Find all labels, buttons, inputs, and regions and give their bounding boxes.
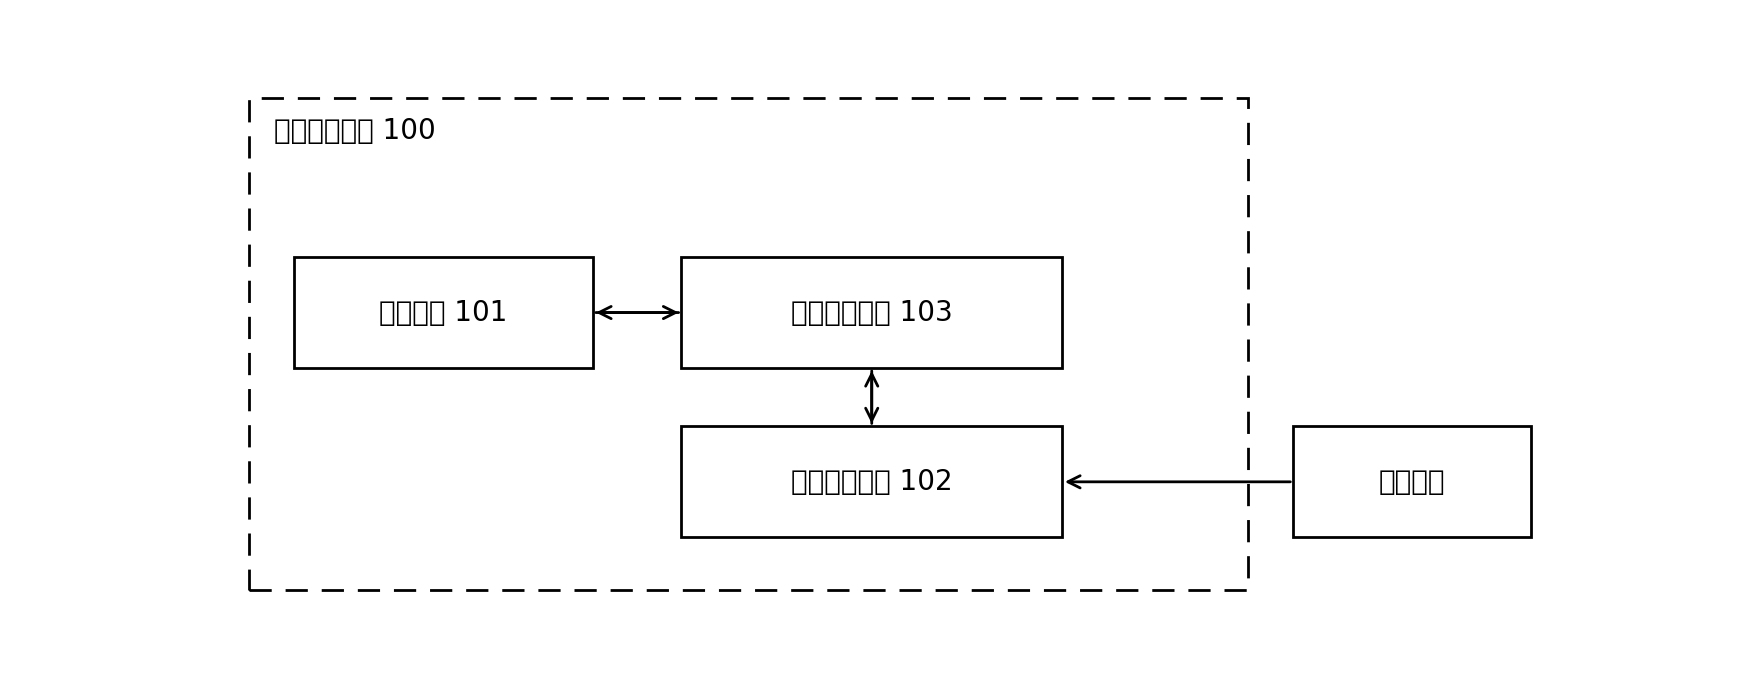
Text: 数据统计模块 102: 数据统计模块 102 xyxy=(791,468,952,496)
Text: 成本分析装置 100: 成本分析装置 100 xyxy=(274,117,435,145)
Bar xyxy=(682,426,1063,537)
Text: 成本分析模块 103: 成本分析模块 103 xyxy=(791,299,952,326)
Bar xyxy=(682,257,1063,368)
Text: 交互接口 101: 交互接口 101 xyxy=(379,299,507,326)
Bar xyxy=(249,98,1249,590)
Bar xyxy=(295,257,593,368)
Text: 数控机床: 数控机床 xyxy=(1379,468,1445,496)
Bar xyxy=(1293,426,1531,537)
